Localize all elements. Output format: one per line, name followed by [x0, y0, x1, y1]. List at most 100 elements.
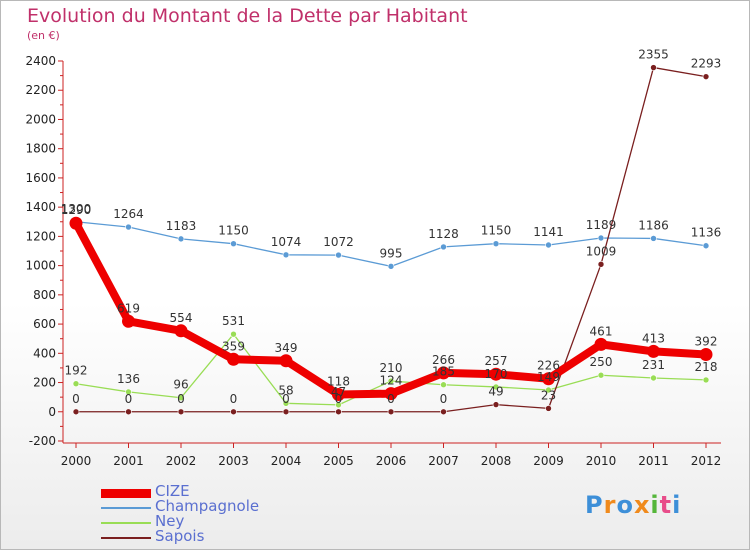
- data-label-champagnole: 1074: [271, 235, 302, 249]
- data-label-champagnole: 1150: [218, 224, 249, 238]
- proxiti-logo: Proxiti: [585, 491, 681, 519]
- y-tick-label: 2400: [25, 54, 56, 68]
- data-point-ney: [492, 383, 500, 391]
- data-point-champagnole: [650, 235, 657, 242]
- data-label-champagnole: 1136: [691, 226, 722, 240]
- x-tick-label: 2008: [481, 454, 512, 468]
- data-label-champagnole: 1128: [428, 227, 459, 241]
- data-label-cize: 1290: [61, 203, 92, 217]
- data-label-ney: 58: [278, 383, 293, 397]
- y-tick-label: 1000: [25, 259, 56, 273]
- logo-letter: o: [616, 491, 634, 519]
- data-point-champagnole: [545, 241, 552, 249]
- data-point-ney: [230, 330, 237, 338]
- data-point-sapois: [597, 260, 605, 268]
- data-label-ney: 231: [642, 358, 665, 372]
- data-label-ney: 218: [695, 360, 718, 374]
- x-tick-label: 2000: [61, 454, 92, 468]
- data-point-champagnole: [492, 240, 500, 247]
- logo-letter: x: [633, 491, 651, 519]
- data-point-sapois: [440, 408, 447, 416]
- data-point-champagnole: [230, 240, 237, 247]
- chart-axes: -200020040060080010001200140016001800200…: [25, 54, 721, 468]
- data-label-champagnole: 1189: [586, 218, 617, 232]
- data-point-cize: [332, 388, 345, 402]
- data-point-ney: [387, 377, 395, 385]
- data-label-sapois: 0: [282, 392, 290, 406]
- logo-letter: i: [650, 491, 660, 519]
- data-label-cize: 619: [117, 301, 140, 315]
- data-label-ney: 531: [222, 314, 245, 328]
- data-point-sapois: [702, 73, 710, 80]
- data-point-ney: [125, 388, 132, 396]
- y-tick-label: 2200: [25, 83, 56, 97]
- data-point-sapois: [282, 408, 290, 416]
- chart-subtitle: (en €): [27, 29, 60, 42]
- data-label-sapois: 0: [335, 392, 343, 406]
- labels-sapois: 0 0 0 0 0 0 0 0 49 23 1009 2355 2293: [72, 48, 721, 406]
- data-point-sapois: [177, 408, 185, 416]
- data-point-cize: [69, 216, 83, 230]
- data-point-ney: [650, 374, 657, 382]
- data-point-cize: [489, 367, 503, 381]
- data-point-champagnole: [387, 263, 395, 270]
- data-point-champagnole: [440, 243, 447, 251]
- x-tick-label: 2004: [271, 454, 302, 468]
- data-point-sapois: [230, 408, 237, 416]
- data-point-cize: [122, 314, 135, 328]
- y-tick-label: 200: [33, 376, 56, 390]
- data-point-cize: [384, 387, 398, 401]
- data-point-sapois: [125, 408, 132, 416]
- data-label-champagnole: 1183: [166, 219, 197, 233]
- data-point-ney: [282, 399, 290, 407]
- legend-swatch: [101, 488, 151, 498]
- logo-letter: i: [672, 491, 682, 519]
- x-tick-label: 2012: [691, 454, 722, 468]
- data-label-sapois: 0: [440, 392, 448, 406]
- data-label-ney: 192: [65, 364, 88, 378]
- data-point-cize: [279, 354, 293, 368]
- data-label-cize: 359: [222, 339, 245, 353]
- data-point-sapois: [492, 401, 500, 408]
- legend-label: Champagnole: [155, 497, 260, 515]
- data-label-champagnole: 1072: [323, 235, 354, 249]
- data-point-sapois: [650, 64, 657, 71]
- data-label-champagnole: 1141: [533, 225, 564, 239]
- data-point-sapois: [335, 408, 342, 416]
- data-point-cize: [437, 366, 450, 380]
- data-label-cize: 266: [432, 353, 455, 367]
- y-tick-label: 1600: [25, 171, 56, 185]
- data-label-sapois: 0: [177, 392, 185, 406]
- x-tick-label: 2003: [218, 454, 249, 468]
- series-lines: [69, 64, 713, 416]
- logo-letter: t: [659, 491, 673, 519]
- data-label-ney: 210: [380, 361, 403, 375]
- y-tick-label: 1400: [25, 200, 56, 214]
- data-label-champagnole: 995: [380, 246, 403, 260]
- data-point-sapois: [72, 408, 80, 416]
- data-label-ney: 136: [117, 372, 140, 386]
- data-point-champagnole: [335, 251, 342, 259]
- data-label-sapois: 0: [72, 392, 80, 406]
- data-label-ney: 96: [173, 378, 188, 392]
- x-tick-label: 2002: [166, 454, 197, 468]
- legend-swatch: [101, 522, 151, 524]
- data-point-ney: [177, 394, 185, 402]
- data-point-sapois: [387, 408, 395, 416]
- data-label-cize: 118: [327, 375, 350, 389]
- data-point-ney: [545, 386, 552, 394]
- legend-item-ney: Ney: [101, 514, 321, 531]
- data-label-ney: 185: [432, 365, 455, 379]
- y-tick-label: 600: [33, 317, 56, 331]
- data-point-ney: [702, 376, 710, 384]
- x-tick-label: 2007: [428, 454, 459, 468]
- series-cize: [69, 216, 713, 402]
- y-tick-label: 400: [33, 346, 56, 360]
- data-label-cize: 461: [590, 324, 613, 338]
- y-tick-label: -200: [29, 434, 56, 448]
- y-tick-label: 1800: [25, 142, 56, 156]
- data-label-sapois: 0: [230, 392, 238, 406]
- data-label-sapois: 1009: [586, 244, 617, 258]
- x-tick-label: 2005: [323, 454, 354, 468]
